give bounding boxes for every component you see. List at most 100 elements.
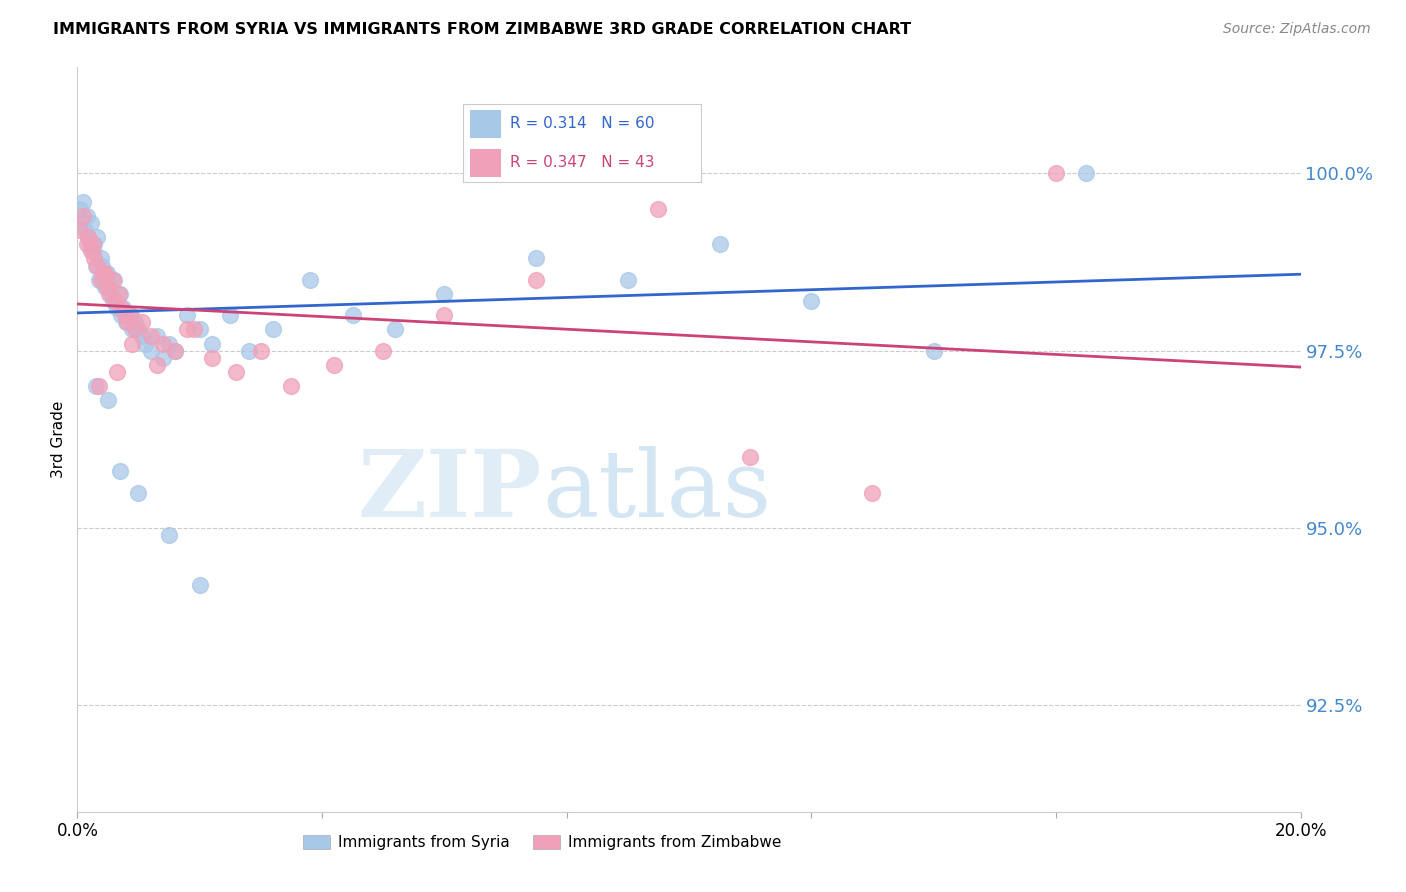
Point <box>121 336 143 351</box>
Point <box>83 252 105 266</box>
Point <box>97 393 120 408</box>
Point <box>131 329 153 343</box>
Point <box>176 308 198 322</box>
Point <box>98 286 121 301</box>
Point <box>73 223 96 237</box>
Point <box>238 343 260 358</box>
Point <box>740 450 762 464</box>
Point <box>70 216 93 230</box>
Point <box>146 329 169 343</box>
Point <box>82 244 104 259</box>
Point <box>72 194 94 209</box>
Point <box>101 273 124 287</box>
Point <box>433 286 456 301</box>
Point <box>342 308 364 322</box>
Text: Source: ZipAtlas.com: Source: ZipAtlas.com <box>1223 22 1371 37</box>
Point <box>922 343 945 358</box>
Point <box>108 464 131 478</box>
Point <box>91 266 114 280</box>
Point <box>124 322 146 336</box>
Point <box>115 315 138 329</box>
Point <box>96 280 118 294</box>
Point <box>84 379 107 393</box>
Point <box>1076 166 1098 180</box>
Point <box>225 365 247 379</box>
Point <box>188 322 211 336</box>
Point <box>84 259 107 273</box>
Point <box>124 315 146 329</box>
Point <box>219 308 242 322</box>
Point <box>127 485 149 500</box>
Point <box>176 322 198 336</box>
Point <box>72 209 94 223</box>
Point <box>371 343 394 358</box>
Point <box>76 209 98 223</box>
Point <box>69 223 91 237</box>
Point <box>134 336 156 351</box>
Point <box>201 336 224 351</box>
Point <box>90 252 112 266</box>
Point <box>105 365 128 379</box>
Point <box>384 322 406 336</box>
Point <box>90 273 112 287</box>
Point <box>90 259 112 273</box>
Point <box>80 216 103 230</box>
Point <box>94 266 117 280</box>
Point <box>131 315 153 329</box>
Point <box>94 280 117 294</box>
Point <box>139 343 162 358</box>
Point <box>862 485 884 500</box>
Y-axis label: 3rd Grade: 3rd Grade <box>51 401 66 478</box>
Point <box>87 273 110 287</box>
Point <box>80 244 103 259</box>
Point <box>100 286 122 301</box>
Point <box>69 202 91 216</box>
Point <box>298 273 321 287</box>
Point <box>112 301 135 315</box>
Point <box>79 237 101 252</box>
Point <box>524 252 547 266</box>
Point <box>82 237 104 252</box>
Point <box>114 308 136 322</box>
Point <box>165 343 187 358</box>
Point <box>524 273 547 287</box>
Point <box>97 273 120 287</box>
Point <box>152 351 174 365</box>
Point <box>110 308 132 322</box>
Point <box>157 336 180 351</box>
Point <box>86 230 108 244</box>
Point <box>262 322 284 336</box>
Text: IMMIGRANTS FROM SYRIA VS IMMIGRANTS FROM ZIMBABWE 3RD GRADE CORRELATION CHART: IMMIGRANTS FROM SYRIA VS IMMIGRANTS FROM… <box>53 22 911 37</box>
Point <box>117 315 139 329</box>
Point <box>709 237 731 252</box>
Point <box>108 286 131 301</box>
Point <box>647 202 669 216</box>
Point <box>1045 166 1067 180</box>
Point <box>800 293 823 308</box>
Point <box>250 343 273 358</box>
Point <box>77 230 100 244</box>
Point <box>120 308 142 322</box>
Point <box>86 259 108 273</box>
Point <box>104 293 127 308</box>
Point <box>118 308 141 322</box>
Point <box>146 358 169 372</box>
Point <box>280 379 302 393</box>
Point <box>105 301 128 315</box>
Point <box>183 322 205 336</box>
Point <box>77 230 100 244</box>
Point <box>201 351 224 365</box>
Point <box>108 286 131 301</box>
Text: atlas: atlas <box>543 447 772 536</box>
Point <box>121 322 143 336</box>
Legend: Immigrants from Syria, Immigrants from Zimbabwe: Immigrants from Syria, Immigrants from Z… <box>297 829 787 856</box>
Point <box>323 358 346 372</box>
Point <box>101 293 124 308</box>
Point <box>165 343 187 358</box>
Point <box>91 273 114 287</box>
Point <box>103 273 125 287</box>
Point <box>127 322 149 336</box>
Point <box>433 308 456 322</box>
Point <box>152 336 174 351</box>
Point <box>96 266 118 280</box>
